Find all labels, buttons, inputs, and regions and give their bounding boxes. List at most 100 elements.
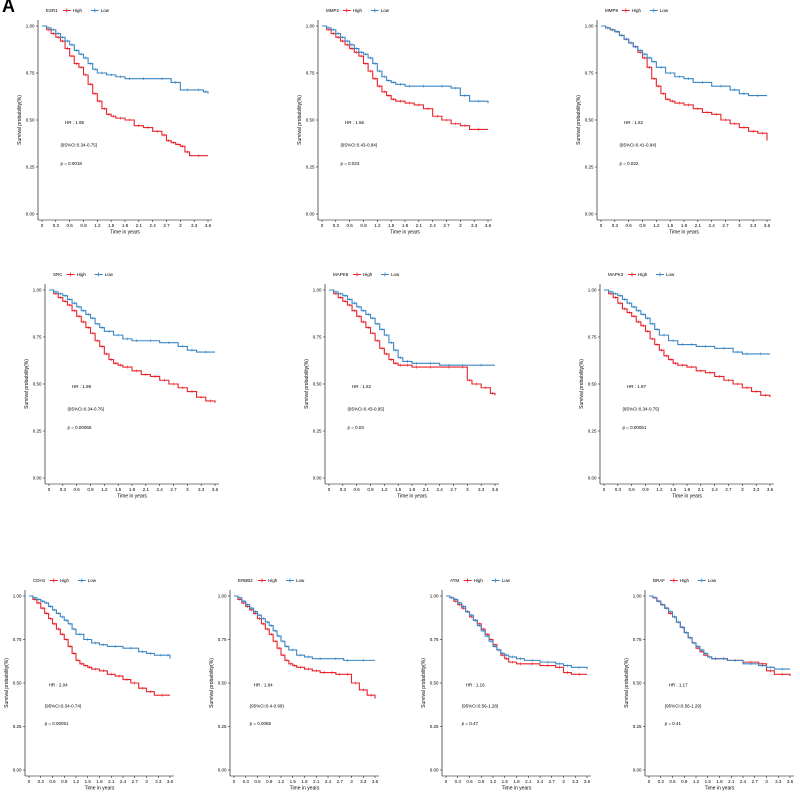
y-tick-label: 0.25 (33, 429, 42, 434)
x-tick-label: 3.3 (572, 779, 579, 784)
x-tick-label: 2.1 (136, 223, 143, 228)
x-tick-label: 1.5 (388, 223, 395, 228)
y-axis-label: Survival probability(%) (17, 95, 23, 145)
y-tick-label: 1.00 (218, 594, 227, 599)
x-tick-label: 3.6 (485, 223, 492, 228)
x-tick-label: 1.2 (73, 779, 80, 784)
survival-curve-high (42, 25, 208, 157)
x-tick-label: 2.7 (450, 487, 457, 492)
y-tick-label: 0.75 (13, 637, 22, 642)
stat-p: p = 0.03 (347, 425, 364, 430)
x-tick-label: 3 (466, 487, 469, 492)
x-tick-label: 0 (48, 487, 51, 492)
x-tick-label: 2.1 (695, 223, 702, 228)
x-tick-label: 1.2 (94, 223, 101, 228)
x-tick-label: 2.7 (163, 223, 170, 228)
stat-hr: HR : 1.98 (72, 384, 92, 389)
y-tick-label: 0.75 (218, 637, 227, 642)
y-tick-label: 0.25 (26, 165, 35, 170)
x-tick-label: 1.8 (402, 223, 409, 228)
gene-label: CDH1 (33, 578, 46, 583)
legend-label-low: Low (391, 272, 400, 277)
survival-curve-high (49, 289, 216, 403)
km-plot-braf: BRAF High Low 0.00 0.25 0.50 0.75 1.00 0 0.3 0.6 0.… (624, 578, 794, 792)
km-plot-mapk8: MAPK8 High Low 0.00 0.25 0.50 0.75 1.00 0 0.3 0.6 0… (304, 272, 499, 500)
legend-label-high: High (353, 8, 363, 13)
x-tick-label: 0.6 (669, 779, 676, 784)
x-tick-label: 3.6 (205, 223, 212, 228)
x-tick-label: 0.3 (612, 223, 619, 228)
stat-p: p = 0.00051 (622, 425, 646, 430)
y-axis-label: Survival probability(%) (297, 95, 303, 145)
y-tick-label: 0.50 (218, 681, 227, 686)
y-tick-label: 0.25 (313, 429, 322, 434)
km-plot-esr1: ESR1 High Low 0.00 0.25 0.50 0.75 1.00 0 0.3 0.6 0.… (17, 8, 212, 236)
y-tick-label: 0.50 (26, 118, 35, 123)
stat-p: p = 0.00066 (67, 425, 91, 430)
x-tick-label: 1.2 (693, 779, 700, 784)
x-tick-label: 1.5 (108, 223, 115, 228)
x-tick-label: 0 (603, 487, 606, 492)
y-tick-label: 0.00 (585, 212, 594, 217)
legend-label-high: High (638, 272, 648, 277)
x-tick-label: 1.8 (96, 779, 103, 784)
legend-label-high: High (73, 8, 83, 13)
x-axis-label: Time in years (669, 230, 699, 236)
x-tick-label: 0.3 (455, 779, 462, 784)
x-tick-label: 1.8 (684, 487, 691, 492)
gene-label: MAPK3 (608, 272, 624, 277)
x-tick-label: 3 (145, 779, 148, 784)
x-tick-label: 3.3 (753, 487, 760, 492)
x-tick-label: 0.3 (60, 487, 67, 492)
stat-p: p = 0.023 (340, 161, 359, 166)
survival-curve-high (604, 289, 771, 398)
legend-label-low: Low (502, 578, 511, 583)
y-tick-label: 0.00 (306, 212, 315, 217)
y-axis-label: Survival probability(%) (4, 658, 10, 708)
x-tick-label: 0.6 (629, 487, 636, 492)
survival-curve-low (601, 25, 767, 97)
legend-label-low: Low (708, 578, 717, 583)
gene-label: BRAF (653, 578, 665, 583)
x-tick-label: 3.6 (764, 223, 771, 228)
x-tick-label: 3.3 (750, 223, 757, 228)
gene-label: ESR1 (46, 8, 58, 13)
gene-label: MMP9 (605, 8, 618, 13)
survival-curve-low (649, 595, 790, 670)
x-tick-label: 0.9 (87, 487, 94, 492)
legend-label-low: Low (381, 8, 390, 13)
x-axis-label: Time in years (502, 786, 532, 792)
legend-label-low: Low (101, 8, 110, 13)
x-tick-label: 1.8 (129, 487, 136, 492)
x-tick-label: 0.6 (626, 223, 633, 228)
x-tick-label: 0 (648, 779, 651, 784)
x-tick-label: 0.3 (53, 223, 60, 228)
x-tick-label: 0.6 (254, 779, 261, 784)
y-axis-label: Survival probability(%) (304, 359, 310, 409)
x-tick-label: 1.5 (502, 779, 509, 784)
y-axis-label: Survival probability(%) (421, 658, 427, 708)
x-tick-label: 0 (328, 487, 331, 492)
x-tick-label: 3.3 (191, 223, 198, 228)
stat-p: p = 0.41 (665, 721, 682, 726)
x-tick-label: 3 (562, 779, 565, 784)
y-tick-label: 0.75 (585, 71, 594, 76)
x-axis-label: Time in years (290, 786, 320, 792)
x-tick-label: 3.6 (767, 487, 774, 492)
legend-label-high: High (77, 272, 87, 277)
x-tick-label: 0 (445, 779, 448, 784)
x-tick-label: 2.7 (337, 779, 344, 784)
y-tick-label: 0.50 (430, 681, 439, 686)
x-tick-label: 2.1 (416, 223, 423, 228)
y-tick-label: 1.00 (26, 24, 35, 29)
x-tick-label: 2.4 (150, 223, 157, 228)
x-tick-label: 0.3 (38, 779, 45, 784)
y-tick-label: 0.00 (633, 768, 642, 773)
x-axis-label: Time in years (110, 230, 140, 236)
x-tick-label: 3.6 (372, 779, 379, 784)
x-tick-label: 3 (741, 487, 744, 492)
stat-ci: (95%CI:0.43-0.94) (340, 142, 377, 147)
y-tick-label: 1.00 (306, 24, 315, 29)
x-tick-label: 0.6 (347, 223, 354, 228)
stat-ci: (95%CI:0.56-1.28) (462, 703, 499, 708)
